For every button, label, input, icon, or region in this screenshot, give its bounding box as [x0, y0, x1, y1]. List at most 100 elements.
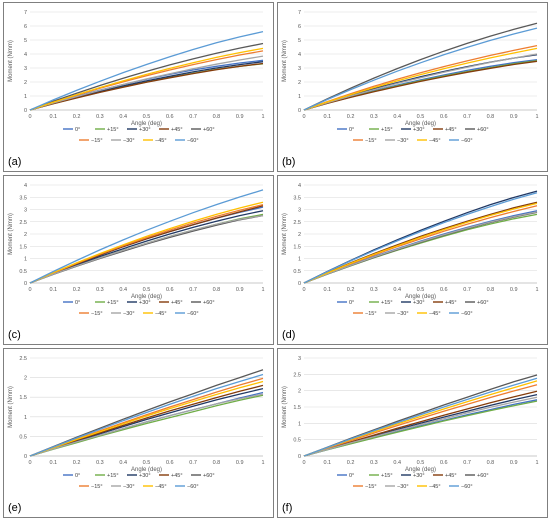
- x-tick-label: 0: [28, 287, 31, 293]
- legend-entry: 0°: [349, 127, 354, 133]
- legend-entry: −30°: [123, 138, 135, 144]
- y-tick-label: 3: [24, 66, 27, 72]
- legend-entry: −60°: [461, 484, 473, 490]
- x-tick-label: 0.6: [166, 287, 174, 293]
- series-line: [29, 380, 264, 457]
- x-tick-label: 1: [535, 287, 538, 293]
- y-tick-label: 1.5: [293, 244, 301, 250]
- y-tick-label: 0: [298, 454, 301, 460]
- legend-entry: −30°: [397, 311, 409, 317]
- legend-entry: −45°: [429, 138, 441, 144]
- x-tick-label: 0.5: [143, 460, 151, 466]
- x-tick-label: 0.3: [370, 114, 378, 120]
- series-line: [29, 373, 264, 457]
- x-tick-label: 0.6: [440, 460, 448, 466]
- x-tick-label: 0.4: [119, 114, 127, 120]
- panel-frame: [3, 348, 274, 518]
- legend-entry: 0°: [75, 127, 80, 133]
- legend-entry: 0°: [75, 300, 80, 306]
- x-tick-label: 0.6: [440, 114, 448, 120]
- y-tick-label: 3: [298, 356, 301, 362]
- legend-entry: +15°: [107, 127, 119, 133]
- x-tick-label: 0.2: [73, 287, 81, 293]
- y-tick-label: 0.5: [293, 438, 301, 444]
- x-axis-title: Angle (deg): [405, 294, 436, 300]
- y-tick-label: 1: [24, 94, 27, 100]
- y-tick-label: 6: [298, 24, 301, 30]
- legend-entry: +60°: [477, 127, 489, 133]
- x-axis-title: Angle (deg): [405, 467, 436, 473]
- x-tick-label: 1: [261, 287, 264, 293]
- chart-panel-4: 0 0.5 1 1.5 2 2.5 3 3.5 4 0 0.1 0.2 0.3 0.4 0.5 0.6 0.7 0…: [277, 175, 548, 345]
- y-tick-label: 1: [24, 257, 27, 263]
- x-tick-label: 0.3: [370, 287, 378, 293]
- y-tick-label: 3: [298, 66, 301, 72]
- legend-entry: +30°: [413, 300, 425, 306]
- y-axis-title: Moment (Nmm): [8, 386, 14, 428]
- series-line: [303, 192, 538, 284]
- legend-entry: +30°: [139, 127, 151, 133]
- y-tick-label: 7: [24, 10, 27, 16]
- x-tick-label: 0.9: [236, 287, 244, 293]
- legend-entry: 0°: [75, 473, 80, 479]
- x-tick-label: 0.4: [119, 287, 127, 293]
- x-tick-label: 1: [261, 114, 264, 120]
- legend-entry: +15°: [381, 127, 393, 133]
- panel-frame: [277, 348, 548, 518]
- panel-label: (b): [282, 156, 295, 168]
- x-tick-label: 0.9: [510, 460, 518, 466]
- series-line: [303, 396, 538, 457]
- y-tick-label: 1: [298, 257, 301, 263]
- x-axis-title: Angle (deg): [131, 467, 162, 473]
- x-tick-label: 0.2: [73, 114, 81, 120]
- y-tick-label: 1.5: [293, 405, 301, 411]
- panel-label: (e): [8, 502, 21, 514]
- x-tick-label: 0.5: [417, 114, 425, 120]
- chart-panel-5: 0 0.5 1 1.5 2 2.5 0 0.1 0.2 0.3 0.4 0.5 0.6 0.7 0.8 0.9…: [3, 348, 274, 518]
- y-tick-label: 1: [298, 421, 301, 427]
- legend-entry: −15°: [365, 484, 377, 490]
- x-tick-label: 0.7: [463, 460, 471, 466]
- chart-panel-2: 0 1 2 3 4 5 6 7 0 0.1 0.2 0.3 0.4 0.5 0.6 0.7 0.8 0.9 1 Ang…: [277, 2, 548, 172]
- x-tick-label: 0: [28, 460, 31, 466]
- x-tick-label: 0.1: [323, 114, 331, 120]
- chart-panel-1: 0 1 2 3 4 5 6 7 0 0.1 0.2 0.3 0.4 0.5 0.6 0.7 0.8 0.9 1 Ang…: [3, 2, 274, 172]
- y-tick-label: 5: [24, 38, 27, 44]
- y-tick-label: 0.5: [293, 269, 301, 275]
- y-tick-label: 3.5: [19, 195, 27, 201]
- y-tick-label: 2: [298, 80, 301, 86]
- legend-entry: −15°: [365, 138, 377, 144]
- legend-entry: −60°: [187, 311, 199, 317]
- y-axis-title: Moment (Nmm): [282, 213, 288, 255]
- x-tick-label: 0.8: [487, 287, 495, 293]
- x-axis-title: Angle (deg): [131, 294, 162, 300]
- legend-entry: +60°: [203, 127, 215, 133]
- y-axis-title: Moment (Nmm): [8, 40, 14, 82]
- legend-entry: −30°: [397, 138, 409, 144]
- y-tick-label: 0: [298, 108, 301, 114]
- x-tick-label: 0.1: [49, 460, 57, 466]
- series-line: [29, 30, 264, 111]
- y-tick-label: 4: [298, 52, 301, 58]
- series-line: [29, 210, 264, 284]
- x-tick-label: 0.6: [166, 114, 174, 120]
- y-tick-label: 5: [298, 38, 301, 44]
- series-line: [303, 377, 538, 457]
- legend-entry: +30°: [139, 300, 151, 306]
- y-tick-label: 2.5: [293, 220, 301, 226]
- series-line: [29, 393, 264, 457]
- x-tick-label: 0.4: [393, 114, 401, 120]
- y-tick-label: 2: [24, 232, 27, 238]
- y-tick-label: 4: [24, 52, 27, 58]
- x-tick-label: 0.3: [96, 460, 104, 466]
- y-tick-label: 0: [24, 454, 27, 460]
- y-tick-label: 3: [298, 208, 301, 214]
- x-tick-label: 0: [302, 287, 305, 293]
- chart-panel-3: 0 0.5 1 1.5 2 2.5 3 3.5 4 0 0.1 0.2 0.3 0.4 0.5 0.6 0.7 0…: [3, 175, 274, 345]
- legend-entry: +15°: [381, 300, 393, 306]
- y-tick-label: 4: [24, 183, 27, 189]
- legend-entry: −30°: [123, 311, 135, 317]
- x-axis-title: Angle (deg): [405, 121, 436, 127]
- legend-entry: +45°: [445, 127, 457, 133]
